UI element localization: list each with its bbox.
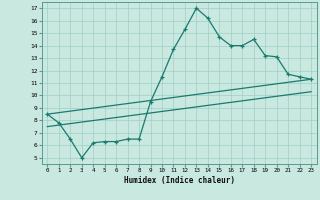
X-axis label: Humidex (Indice chaleur): Humidex (Indice chaleur) bbox=[124, 176, 235, 185]
